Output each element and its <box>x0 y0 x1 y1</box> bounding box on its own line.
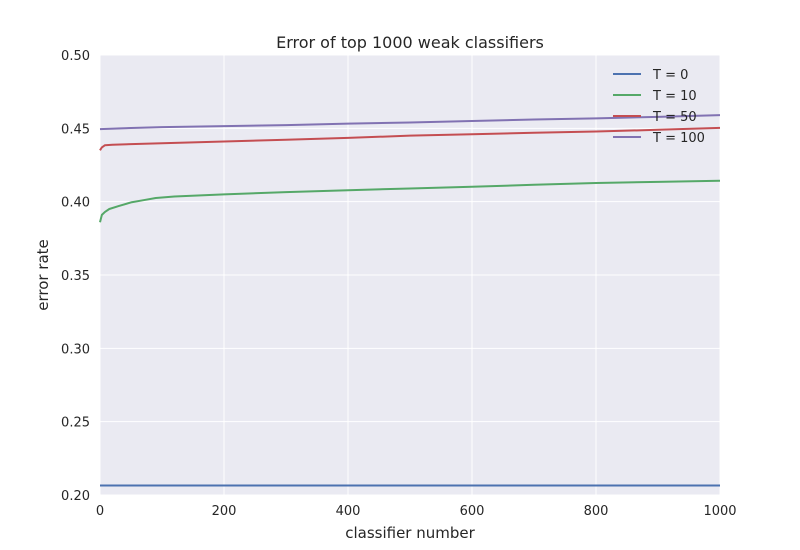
y-tick-label: 0.35 <box>61 269 90 284</box>
series-line-t-10 <box>99 179 721 223</box>
x-axis-label: classifier number <box>345 524 475 542</box>
x-tick-label: 200 <box>212 504 237 519</box>
chart-title: Error of top 1000 weak classifiers <box>276 33 544 52</box>
legend: T = 0 T = 10 T = 50 T = 100 <box>613 68 705 146</box>
legend-label: T = 0 <box>652 68 688 83</box>
grid <box>99 54 721 496</box>
y-tick-label: 0.20 <box>61 489 90 504</box>
y-axis-ticks: 0.20 0.25 0.30 0.35 0.40 0.45 0.50 <box>61 49 90 504</box>
legend-label: T = 50 <box>652 110 697 125</box>
x-tick-label: 400 <box>336 504 361 519</box>
series-line-t-50 <box>99 126 721 151</box>
y-axis-label: error rate <box>34 239 52 311</box>
y-tick-label: 0.40 <box>61 196 90 211</box>
legend-label: T = 100 <box>652 131 705 146</box>
x-tick-label: 1000 <box>703 504 736 519</box>
x-axis-ticks: 0 200 400 600 800 1000 <box>96 504 737 519</box>
x-tick-label: 600 <box>460 504 485 519</box>
x-tick-label: 0 <box>96 504 104 519</box>
y-tick-label: 0.25 <box>61 416 90 431</box>
x-tick-label: 800 <box>584 504 609 519</box>
legend-label: T = 10 <box>652 89 697 104</box>
series-group <box>99 114 721 487</box>
y-tick-label: 0.30 <box>61 342 90 357</box>
y-tick-label: 0.45 <box>61 122 90 137</box>
y-tick-label: 0.50 <box>61 49 90 64</box>
series-line-t-100 <box>99 114 721 131</box>
